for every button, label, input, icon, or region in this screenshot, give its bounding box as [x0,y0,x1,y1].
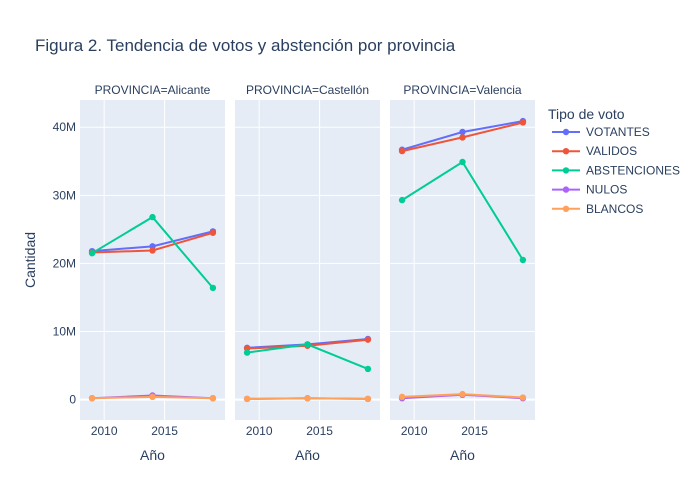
legend-item-nulos[interactable]: NULOS [552,183,627,197]
legend-marker [562,186,570,193]
y-tick-label: 20M [53,256,76,270]
legend-label: BLANCOS [586,202,643,216]
x-axis-label: Año [295,447,320,463]
legend-label: VALIDOS [586,144,637,158]
legend-item-validos[interactable]: VALIDOS [552,144,637,158]
data-point-abstenciones [364,365,372,373]
facet-title: PROVINCIA=Castellón [246,83,369,97]
legend-marker [562,148,570,155]
data-point-validos [398,147,406,155]
legend-item-abstenciones[interactable]: ABSTENCIONES [552,163,680,177]
plot-area [80,100,225,420]
x-tick-label: 2015 [461,424,488,438]
x-tick-label: 2010 [91,424,118,438]
x-axis-label: Año [450,447,475,463]
legend-title: Tipo de voto [548,106,625,122]
data-point-abstenciones [88,249,96,257]
facet-title: PROVINCIA=Valencia [403,83,521,97]
y-tick-label: 40M [53,120,76,134]
data-point-blancos [149,393,156,401]
data-point-blancos [398,393,406,401]
data-point-blancos [243,395,251,403]
legend-item-votantes[interactable]: VOTANTES [552,125,650,139]
legend-marker [562,128,570,136]
y-axis-label: Cantidad [22,232,38,288]
data-point-validos [209,229,217,236]
legend[interactable]: VOTANTES VALIDOS ABSTENCIONES NULOS BLANCOS [552,125,680,216]
x-tick-label: 2010 [246,424,273,438]
data-point-blancos [209,395,217,402]
plot-area [235,100,380,420]
y-tick-label: 0 [69,393,76,407]
y-tick-label: 30M [53,188,76,202]
x-tick-label: 2015 [306,424,333,438]
data-point-blancos [519,394,527,401]
chart-title: Figura 2. Tendencia de votos y abstenció… [35,36,456,55]
data-point-blancos [459,390,466,398]
data-point-blancos [88,395,96,402]
x-tick-label: 2010 [401,424,428,438]
data-point-validos [459,134,466,141]
legend-label: NULOS [586,183,627,197]
data-point-abstenciones [304,341,311,348]
legend-label: VOTANTES [586,125,650,139]
data-point-abstenciones [398,196,406,204]
data-point-abstenciones [149,213,156,221]
data-point-abstenciones [209,284,217,292]
data-point-validos [149,247,156,254]
legend-item-blancos[interactable]: BLANCOS [552,202,643,216]
facet-panel-2: 2010 2015 PROVINCIA=Valencia Año [390,83,535,463]
legend-marker [562,167,570,174]
data-point-abstenciones [519,256,527,264]
legend-label: ABSTENCIONES [586,163,680,177]
data-point-abstenciones [459,158,466,166]
data-point-blancos [364,395,372,403]
facet-panel-0: 2010 2015 0 10M 20M 30M 40M PROVINCIA=Alicante A… [53,83,225,463]
data-point-blancos [304,395,311,402]
data-point-votantes [459,128,466,136]
x-axis-label: Año [140,447,165,463]
data-point-abstenciones [243,349,251,356]
legend-marker [562,205,570,212]
data-point-validos [364,336,372,343]
x-tick-label: 2015 [151,424,178,438]
y-tick-label: 10M [53,324,76,338]
data-point-validos [519,119,527,126]
facet-panel-1: 2010 2015 PROVINCIA=Castellón Año [235,83,380,463]
facet-title: PROVINCIA=Alicante [95,83,211,97]
